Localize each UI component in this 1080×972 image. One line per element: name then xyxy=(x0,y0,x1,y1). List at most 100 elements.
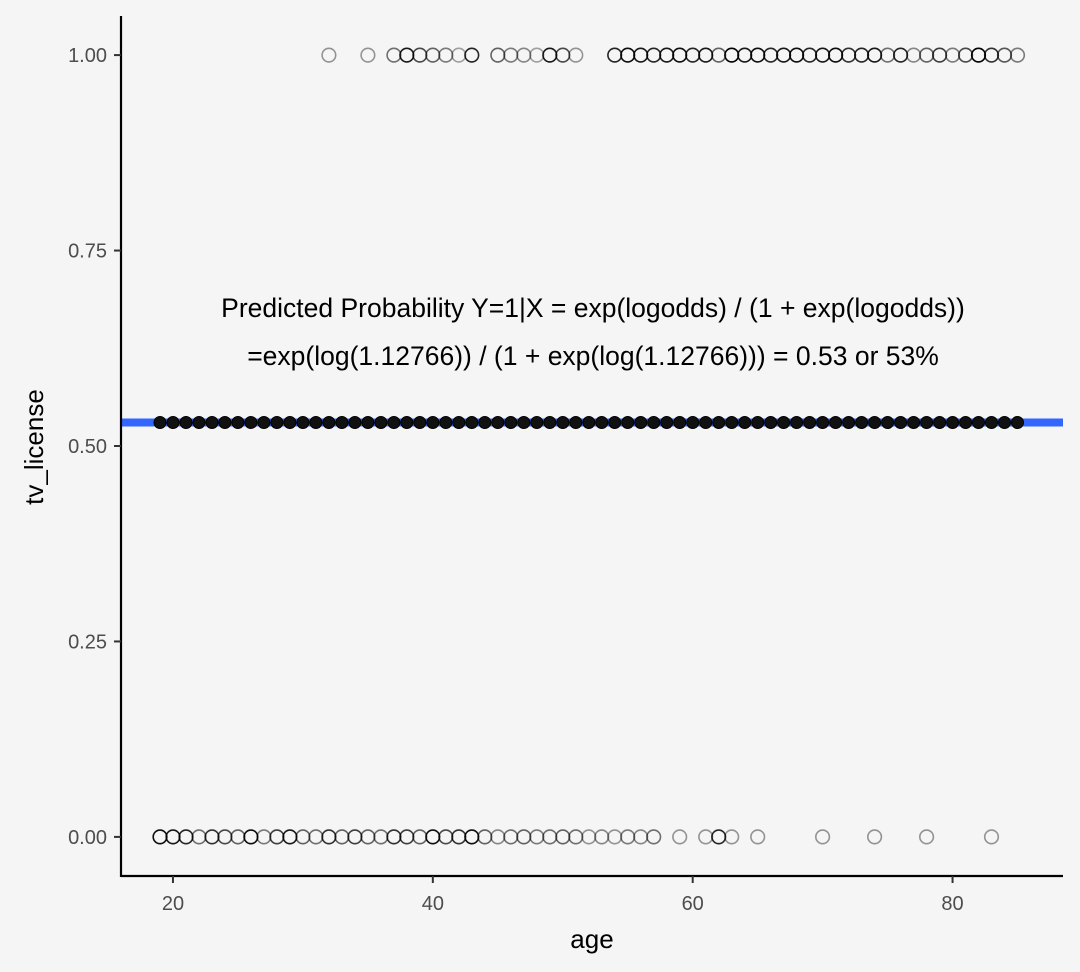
y-tick-label: 0.75 xyxy=(68,241,107,263)
observed-point-y0 xyxy=(711,829,727,845)
observed-point-y0 xyxy=(412,829,428,845)
observed-point-y1 xyxy=(853,47,870,63)
x-tick-label: 80 xyxy=(941,893,963,915)
predicted-point xyxy=(283,416,297,429)
observed-point-y0 xyxy=(269,829,285,845)
predicted-point xyxy=(881,416,895,429)
observed-point-y0 xyxy=(983,829,1000,845)
observed-point-y1 xyxy=(633,47,649,63)
observed-point-y0 xyxy=(373,829,389,845)
predicted-point xyxy=(647,416,661,429)
predicted-point xyxy=(491,416,505,429)
observed-point-y0 xyxy=(542,829,558,845)
observed-point-y1 xyxy=(1009,47,1026,63)
annotation-line-2: =exp(log(1.12766)) / (1 + exp(log(1.1276… xyxy=(247,341,939,371)
observed-point-y1 xyxy=(866,47,883,63)
observed-point-y1 xyxy=(386,47,402,63)
observed-point-y0 xyxy=(178,829,194,845)
observed-point-y0 xyxy=(152,829,168,845)
observed-point-y1 xyxy=(737,47,753,63)
observed-point-y1 xyxy=(321,47,337,63)
observed-point-y0 xyxy=(814,829,831,845)
predicted-point xyxy=(270,416,284,429)
observed-point-y1 xyxy=(931,47,948,63)
predicted-point xyxy=(634,416,648,429)
observed-point-y1 xyxy=(503,47,519,63)
predicted-point xyxy=(907,416,921,429)
predicted-point xyxy=(218,416,232,429)
observed-point-y0 xyxy=(308,829,324,845)
observed-point-y1 xyxy=(840,47,857,63)
ticks-layer: 20 40 60 80 0.00 0.25 0.50 0.75 1.00 xyxy=(68,45,964,915)
observed-point-y1 xyxy=(983,47,1000,63)
predicted-point xyxy=(452,416,466,429)
observed-point-y1 xyxy=(788,47,805,63)
predicted-point xyxy=(348,416,362,429)
observed-point-y1 xyxy=(412,47,428,63)
observed-point-y1 xyxy=(555,47,571,63)
predicted-point xyxy=(868,416,882,429)
predicted-point xyxy=(153,416,167,429)
predicted-point xyxy=(660,416,674,429)
y-tick-label: 0.00 xyxy=(68,827,107,849)
predicted-point xyxy=(335,416,349,429)
predicted-point xyxy=(816,416,830,429)
observed-point-y0 xyxy=(672,829,688,845)
predicted-point xyxy=(439,416,453,429)
annotation-line-1: Predicted Probability Y=1|X = exp(logodd… xyxy=(221,293,965,323)
observed-point-y0 xyxy=(698,829,714,845)
y-axis-title: tv_license xyxy=(19,389,49,505)
predicted-point xyxy=(543,416,557,429)
observed-point-y0 xyxy=(438,829,454,845)
observed-point-y0 xyxy=(204,829,220,845)
observed-point-y0 xyxy=(243,829,259,845)
observed-point-y0 xyxy=(477,829,493,845)
predicted-point xyxy=(764,416,778,429)
observed-point-y0 xyxy=(425,829,441,845)
observed-point-y0 xyxy=(386,829,402,845)
predicted-point xyxy=(205,416,219,429)
observed-point-y1 xyxy=(399,47,415,63)
observed-point-y0 xyxy=(230,829,246,845)
observed-point-y0 xyxy=(256,829,272,845)
observed-point-y0 xyxy=(217,829,233,845)
predicted-point xyxy=(413,416,427,429)
predicted-point xyxy=(192,416,206,429)
observed-point-y0 xyxy=(321,829,337,845)
observed-point-y1 xyxy=(918,47,935,63)
predicted-point xyxy=(361,416,375,429)
observed-point-y1 xyxy=(490,47,506,63)
observed-point-y0 xyxy=(516,829,532,845)
observed-point-y1 xyxy=(659,47,675,63)
predicted-point xyxy=(387,416,401,429)
observed-point-y0 xyxy=(464,829,480,845)
predicted-point xyxy=(920,416,934,429)
predicted-point xyxy=(374,416,388,429)
observed-point-y1 xyxy=(801,47,818,63)
predicted-point xyxy=(972,416,985,429)
predicted-point xyxy=(244,416,258,429)
predicted-point xyxy=(517,416,531,429)
observed-point-y1 xyxy=(711,47,727,63)
predicted-point xyxy=(790,416,804,429)
predicted-point xyxy=(530,416,544,429)
observed-point-y0 xyxy=(866,829,883,845)
observed-point-y0 xyxy=(581,829,597,845)
observed-point-y0 xyxy=(750,829,766,845)
x-tick-label: 40 xyxy=(422,893,444,915)
observed-point-y1 xyxy=(685,47,701,63)
observed-point-y0 xyxy=(360,829,376,845)
predicted-point xyxy=(946,416,960,429)
observed-point-y1 xyxy=(542,47,558,63)
observed-point-y1 xyxy=(516,47,532,63)
x-tick-label: 60 xyxy=(682,893,704,915)
observed-point-y1 xyxy=(360,47,376,63)
predicted-point xyxy=(933,416,947,429)
observed-point-y0 xyxy=(490,829,506,845)
axes-layer xyxy=(119,16,1063,878)
observed-point-y1 xyxy=(620,47,636,63)
predicted-point xyxy=(231,416,245,429)
predicted-point xyxy=(569,416,583,429)
predicted-point xyxy=(179,416,193,429)
predicted-point xyxy=(582,416,596,429)
